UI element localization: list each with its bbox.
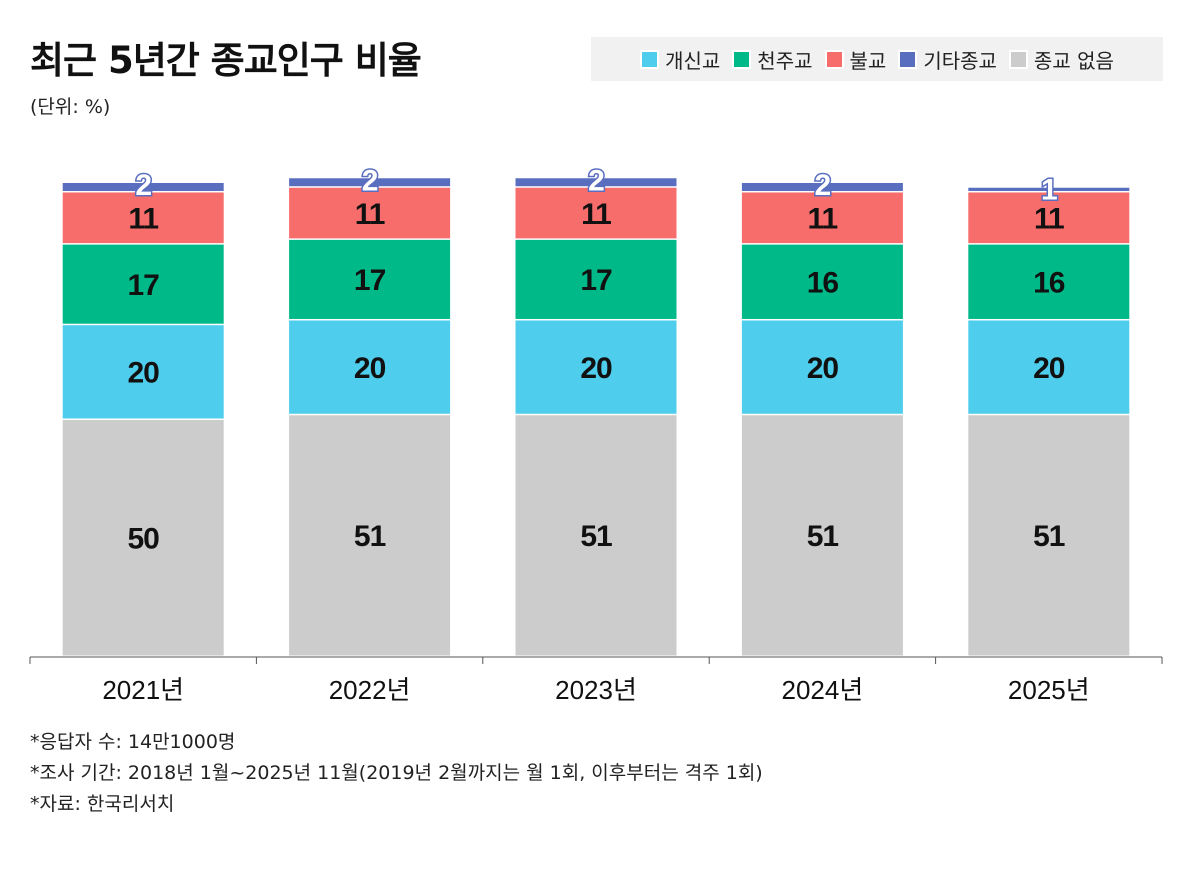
data-label: 16 xyxy=(1033,267,1065,300)
data-label: 51 xyxy=(354,520,386,553)
bar-segment xyxy=(62,420,224,656)
legend-label: 불교 xyxy=(849,48,887,73)
data-label: 11 xyxy=(128,203,158,236)
legend-swatch xyxy=(640,49,660,69)
data-label: 17 xyxy=(580,264,612,297)
bar-segment xyxy=(515,187,677,239)
data-label: 17 xyxy=(354,264,386,297)
legend-swatch xyxy=(732,49,752,69)
x-tick-label: 2024년 xyxy=(782,675,864,705)
bar-segment xyxy=(62,244,224,324)
data-label: 2 xyxy=(815,169,831,202)
data-label: 20 xyxy=(807,352,839,385)
chart-subtitle: (단위: %) xyxy=(30,96,111,118)
bar-segment xyxy=(515,320,677,414)
bar-segment xyxy=(289,187,451,239)
data-label: 50 xyxy=(128,523,160,556)
legend-label: 기타종교 xyxy=(923,48,997,73)
bar-segment xyxy=(741,320,903,414)
footnote-period: *조사 기간: 2018년 1월~2025년 11월(2019년 2월까지는 월… xyxy=(30,762,763,784)
bar-segment xyxy=(515,239,677,319)
bar-segment xyxy=(515,415,677,656)
legend-label: 천주교 xyxy=(757,48,813,73)
data-label: 51 xyxy=(1033,520,1065,553)
x-tick-label: 2025년 xyxy=(1008,675,1090,705)
bar-segment xyxy=(968,187,1130,191)
data-label: 2 xyxy=(362,164,378,197)
legend-swatch xyxy=(824,49,844,69)
legend-item: 천주교 xyxy=(732,45,813,74)
bar-segment xyxy=(968,244,1130,319)
bar-segment xyxy=(62,325,224,419)
bar-segment xyxy=(289,178,451,187)
data-label: 11 xyxy=(1034,203,1064,236)
bar-segment xyxy=(289,239,451,319)
data-label: 20 xyxy=(580,352,612,385)
data-label: 1 xyxy=(1041,174,1057,207)
x-tick-label: 2021년 xyxy=(102,675,184,705)
legend: 개신교 천주교 불교 기타종교 종교 없음 xyxy=(591,37,1163,81)
bar-segment xyxy=(289,320,451,414)
legend-label: 종교 없음 xyxy=(1033,48,1114,73)
data-label: 20 xyxy=(354,352,386,385)
bar-segment xyxy=(968,320,1130,414)
data-label: 11 xyxy=(808,203,838,236)
data-label: 51 xyxy=(580,520,612,553)
data-label: 2 xyxy=(588,164,604,197)
footnote-source: *자료: 한국리서치 xyxy=(30,793,175,815)
legend-item: 개신교 xyxy=(640,45,720,74)
legend-item: 불교 xyxy=(824,45,887,74)
bar-segment xyxy=(741,192,903,244)
data-label: 51 xyxy=(807,520,839,553)
data-label: 11 xyxy=(581,198,611,231)
legend-swatch xyxy=(898,49,918,69)
bar-segment xyxy=(968,415,1130,656)
bar-segment xyxy=(968,192,1130,244)
legend-label: 개신교 xyxy=(665,48,721,73)
bar-segment xyxy=(741,183,903,191)
bar-segment xyxy=(289,415,451,656)
footnotes: *응답자 수: 14만1000명 *조사 기간: 2018년 1월~2025년 … xyxy=(30,727,763,820)
bar-segment xyxy=(62,192,224,244)
legend-swatch xyxy=(1008,49,1028,69)
data-label: 20 xyxy=(1033,352,1065,385)
x-tick-label: 2022년 xyxy=(329,675,411,705)
chart-title: 최근 5년간 종교인구 비율 xyxy=(30,39,422,82)
bar-segment xyxy=(741,415,903,656)
data-label: 20 xyxy=(128,357,160,390)
bar-segment xyxy=(515,178,677,187)
data-label: 11 xyxy=(355,198,385,231)
bar-segment xyxy=(62,183,224,191)
data-label: 17 xyxy=(128,269,160,302)
data-label: 2 xyxy=(135,169,151,202)
legend-item: 종교 없음 xyxy=(1008,45,1114,74)
legend-item: 기타종교 xyxy=(898,45,997,74)
data-label: 16 xyxy=(807,267,839,300)
bar-segment xyxy=(741,244,903,319)
footnote-respondents: *응답자 수: 14만1000명 xyxy=(30,731,236,753)
x-tick-label: 2023년 xyxy=(555,675,637,705)
